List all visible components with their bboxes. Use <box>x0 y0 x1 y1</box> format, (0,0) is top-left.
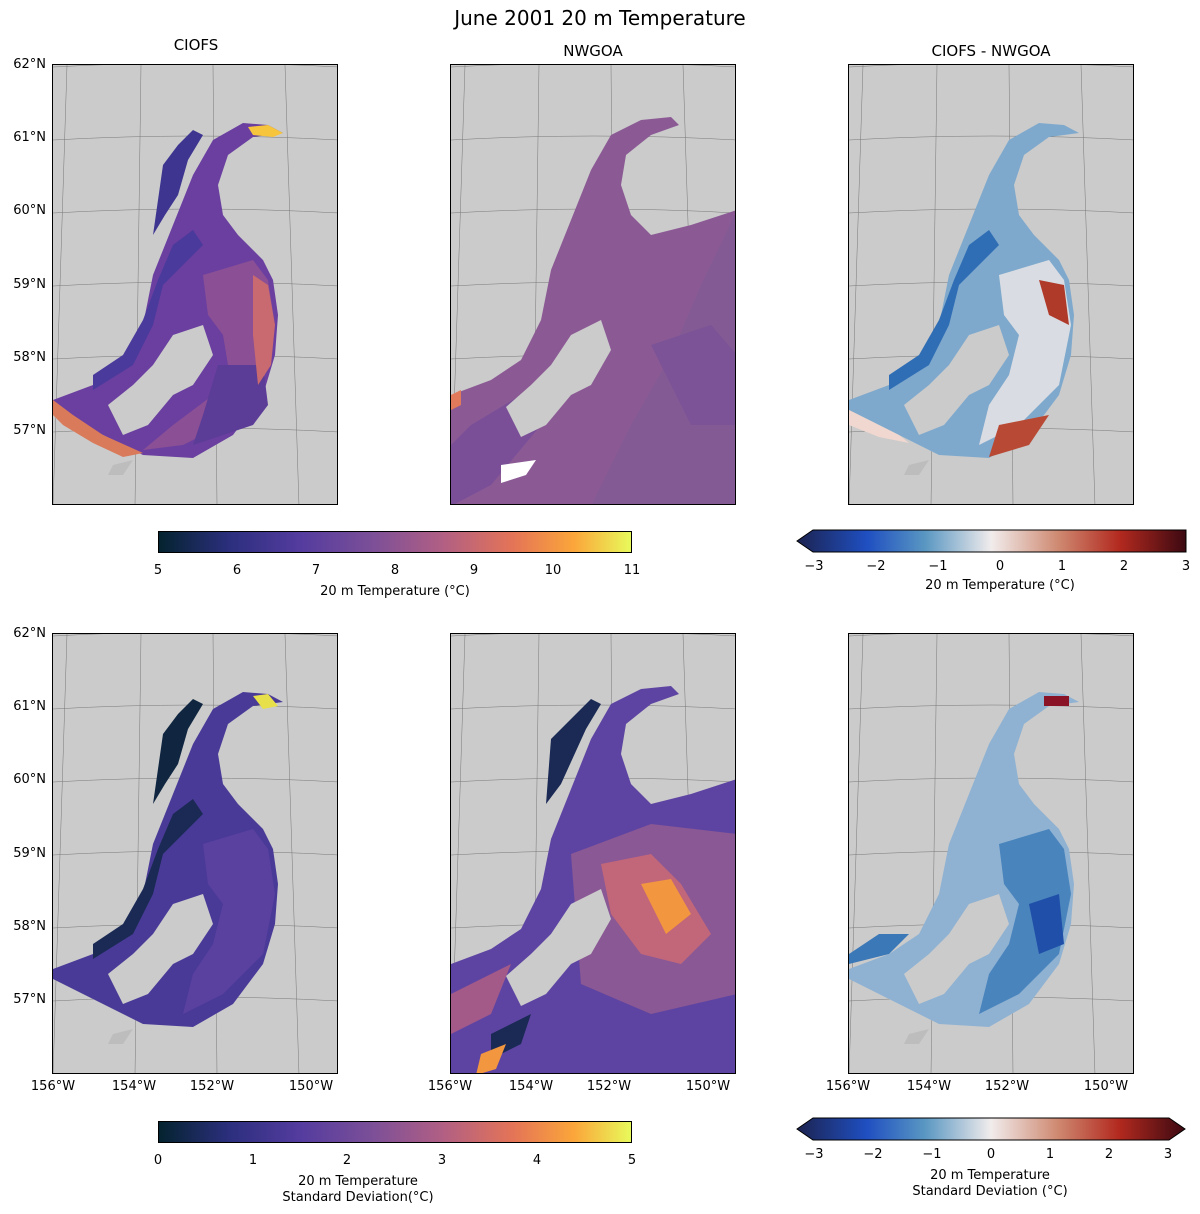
cbar-temp-tick: 8 <box>390 563 400 578</box>
lon-label-152-c2: 152°W <box>586 1079 632 1094</box>
lon-label-154-c3: 154°W <box>906 1079 952 1094</box>
cbar-temp-tick: 11 <box>623 563 641 578</box>
colorbar-diff-temp-label: 20 m Temperature (°C) <box>925 578 1075 593</box>
lon-label-156-c3: 156°W <box>825 1079 871 1094</box>
colorbar-temp <box>158 531 632 553</box>
cbar-diff-tick: −2 <box>866 559 886 574</box>
map-diff-std <box>848 633 1134 1074</box>
cbar-diff-tick: 0 <box>995 559 1005 574</box>
map-ciofs-temp <box>52 64 338 505</box>
lat-label-61-row2: 61°N <box>13 699 46 714</box>
cbar-diffstd-tick: 2 <box>1104 1147 1114 1162</box>
lat-label-61-row1: 61°N <box>13 130 46 145</box>
cbar-diff-tick: −1 <box>928 559 948 574</box>
cbar-diffstd-tick: −1 <box>922 1147 942 1162</box>
lat-label-57-row1: 57°N <box>13 423 46 438</box>
map-nwgoa-std <box>450 633 736 1074</box>
lon-label-154-c1: 154°W <box>111 1079 157 1094</box>
cbar-diff-tick: 1 <box>1057 559 1067 574</box>
cbar-temp-tick: 6 <box>232 563 242 578</box>
lat-label-58-row1: 58°N <box>13 350 46 365</box>
cbar-diffstd-tick: 3 <box>1163 1147 1173 1162</box>
lat-label-62-row1: 62°N <box>13 57 46 72</box>
lon-label-150-c3: 150°W <box>1083 1079 1129 1094</box>
cbar-std-tick: 2 <box>342 1153 352 1168</box>
lon-label-150-c1: 150°W <box>288 1079 334 1094</box>
colorbar-diff-std-label-1: 20 m Temperature <box>930 1168 1050 1183</box>
cbar-temp-tick: 5 <box>153 563 163 578</box>
colorbar-std-label-1: 20 m Temperature <box>298 1174 418 1189</box>
lon-label-154-c2: 154°W <box>508 1079 554 1094</box>
cbar-diffstd-tick: 1 <box>1045 1147 1055 1162</box>
cbar-std-tick: 1 <box>248 1153 258 1168</box>
lat-label-59-row1: 59°N <box>13 277 46 292</box>
cbar-temp-tick: 9 <box>469 563 479 578</box>
map-ciofs-std <box>52 633 338 1074</box>
cbar-std-tick: 3 <box>437 1153 447 1168</box>
col-title-ciofs: CIOFS <box>173 36 219 54</box>
lon-label-156-c2: 156°W <box>427 1079 473 1094</box>
cbar-std-tick: 4 <box>532 1153 542 1168</box>
lat-label-59-row2: 59°N <box>13 846 46 861</box>
colorbar-std-label-2: Standard Deviation(°C) <box>282 1190 434 1205</box>
cbar-std-tick: 5 <box>627 1153 637 1168</box>
map-nwgoa-temp <box>450 64 736 505</box>
lon-label-152-c3: 152°W <box>984 1079 1030 1094</box>
lon-label-156-c1: 156°W <box>30 1079 76 1094</box>
lat-label-57-row2: 57°N <box>13 992 46 1007</box>
lat-label-62-row2: 62°N <box>13 626 46 641</box>
col-title-nwgoa: NWGOA <box>563 42 623 60</box>
lon-label-150-c2: 150°W <box>685 1079 731 1094</box>
colorbar-diff-std-label-2: Standard Deviation (°C) <box>912 1184 1068 1199</box>
cbar-diffstd-tick: −2 <box>863 1147 883 1162</box>
cbar-diffstd-tick: 0 <box>986 1147 996 1162</box>
cbar-std-tick: 0 <box>153 1153 163 1168</box>
colorbar-diff-std <box>796 1117 1186 1141</box>
lat-label-60-row2: 60°N <box>13 772 46 787</box>
colorbar-temp-label: 20 m Temperature (°C) <box>320 584 470 599</box>
cbar-diff-tick: −3 <box>804 559 824 574</box>
cbar-temp-tick: 10 <box>544 563 562 578</box>
col-title-diff: CIOFS - NWGOA <box>931 42 1051 60</box>
cbar-diff-tick: 3 <box>1181 559 1191 574</box>
cbar-diffstd-tick: −3 <box>804 1147 824 1162</box>
lat-label-58-row2: 58°N <box>13 919 46 934</box>
colorbar-std <box>158 1121 632 1143</box>
colorbar-diff-temp <box>796 529 1187 553</box>
map-diff-temp <box>848 64 1134 505</box>
cbar-temp-tick: 7 <box>311 563 321 578</box>
lon-label-152-c1: 152°W <box>189 1079 235 1094</box>
figure-title: June 2001 20 m Temperature <box>454 6 746 30</box>
cbar-diff-tick: 2 <box>1119 559 1129 574</box>
lat-label-60-row1: 60°N <box>13 203 46 218</box>
